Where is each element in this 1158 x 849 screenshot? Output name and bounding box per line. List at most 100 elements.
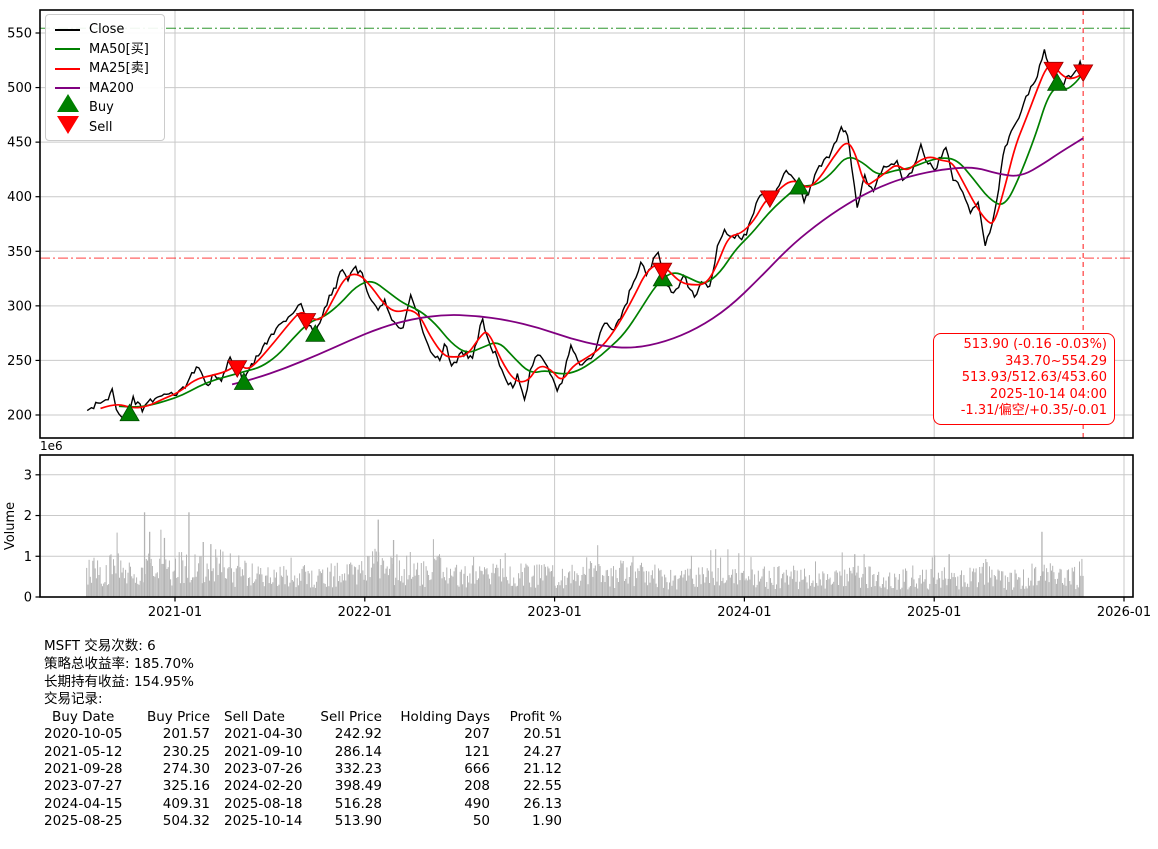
close-line-swatch bbox=[55, 28, 80, 31]
strategy-summary: MSFT 交易次数: 6 策略总收益率: 185.70% 长期持有收益: 154… bbox=[44, 638, 562, 830]
trade-table-cell: 409.31 bbox=[162, 795, 210, 812]
trade-table-cell: 207 bbox=[464, 726, 490, 743]
grid-lines bbox=[40, 10, 1133, 597]
trade-table-cell: 201.57 bbox=[162, 726, 210, 743]
close-line bbox=[86, 49, 1084, 419]
trade-table-cell: 2024-04-15 bbox=[44, 795, 123, 812]
date-axis-tick-label: 2026-01 bbox=[1097, 605, 1151, 620]
legend-label: Buy bbox=[89, 100, 114, 116]
price-axis-tick-label: 200 bbox=[7, 408, 32, 423]
sell-marker bbox=[295, 313, 317, 331]
sell-marker bbox=[1043, 61, 1064, 80]
trade-table-cell: 513.90 bbox=[334, 812, 382, 829]
trade-table-cell: 121 bbox=[464, 743, 490, 760]
trade-table-cell: 516.28 bbox=[334, 795, 382, 812]
ma50-line-swatch bbox=[55, 48, 80, 51]
ma25-line bbox=[100, 63, 1084, 410]
trade-table-header: Profit % bbox=[509, 709, 562, 726]
legend-item-ma50: MA50[买] bbox=[46, 40, 164, 60]
trade-table-cell: 2025-08-25 bbox=[44, 812, 123, 829]
sell-marker bbox=[227, 360, 248, 378]
trade-table-cell: 2023-07-27 bbox=[44, 778, 123, 795]
volume-axis-tick-label: 0 bbox=[24, 591, 32, 606]
price-axis-tick-label: 500 bbox=[7, 81, 32, 96]
trade-table-header: Buy Date bbox=[52, 709, 115, 726]
trade-table-cell: 2021-09-28 bbox=[44, 761, 123, 778]
date-axis-tick-label: 2024-01 bbox=[717, 605, 771, 620]
volume-axis-tick-label: 2 bbox=[24, 509, 32, 524]
trade-table-cell: 1.90 bbox=[531, 812, 562, 829]
price-volume-chart: 200 250 300 350 400 450 500 550 0 1 2 3 2021-01 2022-… bbox=[3, 9, 1151, 621]
trade-table-header: Buy Price bbox=[146, 709, 210, 726]
trade-table-cell: 2023-07-26 bbox=[224, 761, 303, 778]
volume-bars bbox=[86, 512, 1084, 597]
price-axis-tick-label: 350 bbox=[7, 245, 32, 260]
trade-table-cell: 490 bbox=[464, 795, 490, 812]
annotation-line: 513.93/512.63/453.60 bbox=[961, 370, 1107, 386]
sell-triangle-icon bbox=[55, 115, 80, 138]
buy-markers bbox=[119, 73, 1068, 422]
price-axis-tick-label: 250 bbox=[7, 354, 32, 369]
hold-return-line: 长期持有收益: 154.95% bbox=[44, 673, 194, 690]
annotation-line: 343.70~554.29 bbox=[1005, 353, 1107, 369]
trade-table-cell: 50 bbox=[472, 812, 490, 829]
trade-table-cell: 325.16 bbox=[162, 778, 210, 795]
price-axis-tick-label: 450 bbox=[7, 136, 32, 151]
legend-item-buy: Buy bbox=[46, 94, 164, 118]
sell-marker bbox=[1072, 64, 1094, 83]
volume-axis-title: Volume bbox=[3, 502, 18, 550]
trade-table-cell: 2021-09-10 bbox=[224, 743, 303, 760]
annotation-line: -1.31/偏空/+0.35/-0.01 bbox=[960, 403, 1107, 419]
trade-table-cell: 666 bbox=[464, 761, 490, 778]
volume-exponent-label: 1e6 bbox=[40, 439, 63, 453]
trade-table-cell: 20.51 bbox=[523, 726, 562, 743]
legend-label: Close bbox=[89, 22, 125, 38]
annotation-line: 513.90 (-0.16 -0.03%) bbox=[963, 337, 1107, 352]
strategy-return-line: 策略总收益率: 185.70% bbox=[44, 655, 194, 672]
trade-table-header: Holding Days bbox=[400, 709, 490, 726]
trade-table-cell: 2021-04-30 bbox=[224, 726, 303, 743]
trade-count-line: MSFT 交易次数: 6 bbox=[44, 638, 156, 654]
trade-table-header: Sell Date bbox=[224, 709, 285, 726]
ma200-line-swatch bbox=[55, 87, 80, 90]
price-axis-tick-label: 400 bbox=[7, 190, 32, 205]
axes-spines bbox=[39, 9, 1134, 598]
trade-table: Buy Date Buy Price Sell Date Sell Price Hold… bbox=[44, 709, 562, 830]
buy-marker bbox=[233, 372, 255, 390]
volume-axis-tick-label: 3 bbox=[24, 468, 32, 483]
trade-table-cell: 22.55 bbox=[523, 778, 562, 795]
trade-table-cell: 230.25 bbox=[162, 743, 210, 760]
trade-table-cell: 286.14 bbox=[334, 743, 382, 760]
trade-table-cell: 504.32 bbox=[162, 812, 210, 829]
trade-table-cell: 2021-05-12 bbox=[44, 743, 123, 760]
trade-record-title: 交易记录: bbox=[44, 691, 103, 708]
trade-table-cell: 332.23 bbox=[334, 761, 382, 778]
legend-item-close: Close bbox=[46, 20, 164, 40]
trade-table-cell: 2025-10-14 bbox=[224, 812, 303, 829]
sell-marker bbox=[652, 262, 673, 281]
trade-table-cell: 208 bbox=[464, 778, 490, 795]
volume-axis-tick-label: 1 bbox=[24, 550, 32, 565]
sell-marker bbox=[759, 190, 781, 209]
sell-markers bbox=[227, 61, 1094, 378]
legend-item-ma25: MA25[卖] bbox=[46, 59, 164, 79]
annotation-line: 2025-10-14 04:00 bbox=[989, 386, 1107, 402]
legend: Close MA50[买] MA25[卖] MA200 Buy Sell bbox=[45, 14, 165, 141]
date-axis-tick-label: 2022-01 bbox=[338, 605, 392, 620]
ma200-line bbox=[231, 137, 1084, 386]
trade-table-cell: 242.92 bbox=[334, 726, 382, 743]
trade-table-cell: 21.12 bbox=[523, 761, 562, 778]
price-axis-tick-label: 300 bbox=[7, 299, 32, 314]
buy-triangle-icon bbox=[55, 94, 80, 118]
trade-table-cell: 2024-02-20 bbox=[224, 778, 303, 795]
trade-table-cell: 26.13 bbox=[523, 795, 562, 812]
reference-lines bbox=[40, 10, 1133, 438]
trade-table-cell: 398.49 bbox=[334, 778, 382, 795]
legend-label: MA50[买] bbox=[89, 41, 149, 57]
ma25-line-swatch bbox=[55, 67, 80, 70]
legend-label: MA200 bbox=[89, 80, 134, 96]
axis-ticks-labels: 200 250 300 350 400 450 500 550 0 1 2 3 2021-01 2022-… bbox=[3, 27, 1151, 621]
trade-table-cell: 2025-08-18 bbox=[224, 795, 303, 812]
legend-item-sell: Sell bbox=[46, 115, 164, 138]
